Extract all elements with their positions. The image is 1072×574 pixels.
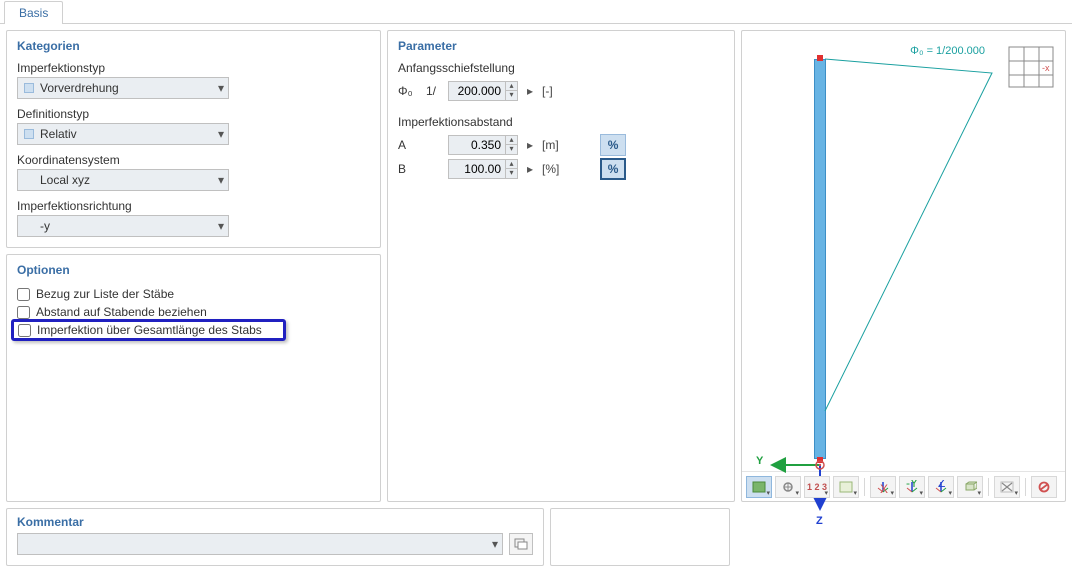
param-group-head: Anfangsschiefstellung [398,61,724,75]
comment-title: Kommentar [17,515,533,529]
axis-x-button[interactable]: X▾ [870,476,896,498]
option-label: Abstand auf Stabende beziehen [36,305,207,319]
svg-text:Z: Z [938,480,945,490]
viewport-canvas[interactable]: Φ₀ = 1/200.000 Y Z [742,31,1065,471]
play-icon[interactable]: ▸ [524,84,536,98]
view-mode-2-button[interactable]: ▾ [775,476,801,498]
reset-button[interactable] [1031,476,1057,498]
dropdown-caret-icon: ▾ [824,489,828,497]
combo-value: Vorverdrehung [40,81,218,95]
axis-y-label: Y [756,455,763,467]
param-unit: [-] [542,84,564,98]
combo-value: Relativ [40,127,218,141]
param-symbol: B [398,162,420,176]
chevron-down-icon: ▾ [218,173,224,187]
field-label: Koordinatensystem [17,153,370,167]
svg-text:-Y: -Y [906,480,918,490]
chevron-down-icon: ▾ [218,127,224,141]
spin-buttons[interactable]: ▴▾ [505,160,517,178]
dropdown-caret-icon: ▾ [890,489,894,497]
percent-button[interactable]: % [600,134,626,156]
imperfection-line [742,31,1072,491]
chevron-down-icon: ▾ [218,81,224,95]
param-unit: [m] [542,138,564,152]
param-spinner[interactable]: ▴▾ [448,135,518,155]
percent-button[interactable]: % [600,158,626,180]
param-spinner[interactable]: ▴▾ [448,159,518,179]
param-row: A ▴▾ ▸ [m] % [398,133,724,157]
svg-text:X: X [880,482,888,494]
empty-side-panel [550,508,730,566]
option-checkbox[interactable] [17,288,30,301]
combo-imperfektionstyp[interactable]: Vorverdrehung ▾ [17,77,229,99]
axis-y-button[interactable]: -Y▾ [899,476,925,498]
field-label: Definitionstyp [17,107,370,121]
dropdown-caret-icon: ▾ [766,489,770,497]
color-swatch [24,129,34,139]
viewport-toolbar: ▾▾1 2 3▾▾X▾-Y▾Z▾▾▾ [742,471,1065,501]
dropdown-caret-icon: ▾ [795,489,799,497]
option-row: Imperfektion über Gesamtlänge des Stabs [11,319,286,341]
tab-basis[interactable]: Basis [4,1,63,24]
tab-bar: Basis [0,0,1072,24]
param-unit: [%] [542,162,564,176]
param-symbol: A [398,138,420,152]
combo-definitionstyp[interactable]: Relativ ▾ [17,123,229,145]
combo-imperfektionsrichtung[interactable]: -y ▾ [17,215,229,237]
param-input[interactable] [449,137,505,153]
field-label: Imperfektionstyp [17,61,370,75]
option-checkbox[interactable] [18,324,31,337]
viewport: Φ₀ = 1/200.000 Y Z [741,30,1066,502]
categories-panel: Kategorien Imperfektionstyp Vorverdrehun… [6,30,381,248]
options-panel: Optionen Bezug zur Liste der Stäbe Absta… [6,254,381,502]
param-spinner[interactable]: ▴▾ [448,81,518,101]
combo-value: Local xyz [40,173,218,187]
axes-indicator [754,459,874,539]
param-prefix: 1/ [426,84,442,98]
param-row: B ▴▾ ▸ [%] % [398,157,724,181]
parameter-title: Parameter [398,39,724,53]
field-label: Imperfektionsrichtung [17,199,370,213]
option-label: Imperfektion über Gesamtlänge des Stabs [37,323,262,337]
comment-library-button[interactable] [509,533,533,555]
categories-title: Kategorien [17,39,370,53]
param-row: Φ₀ 1/ ▴▾ ▸ [-] [398,79,724,103]
dropdown-caret-icon: ▾ [919,489,923,497]
numbering-button[interactable]: 1 2 3▾ [804,476,830,498]
chevron-down-icon: ▾ [218,219,224,233]
svg-text:-x: -x [1042,63,1050,73]
option-row: Abstand auf Stabende beziehen [17,303,370,321]
background-button[interactable]: ▾ [833,476,859,498]
color-swatch [24,83,34,93]
parameter-panel: Parameter Anfangsschiefstellung Φ₀ 1/ ▴▾ … [387,30,735,502]
axis-z-label: Z [816,515,823,527]
comment-panel: Kommentar ▾ [6,508,544,566]
dropdown-caret-icon: ▾ [853,489,857,497]
param-symbol: Φ₀ [398,84,420,98]
chevron-down-icon: ▾ [492,537,498,551]
comment-input[interactable]: ▾ [17,533,503,555]
option-row: Bezug zur Liste der Stäbe [17,285,370,303]
spin-buttons[interactable]: ▴▾ [505,82,517,100]
axis-z-button[interactable]: Z▾ [928,476,954,498]
option-checkbox[interactable] [17,306,30,319]
combo-value: -y [40,219,218,233]
spin-buttons[interactable]: ▴▾ [505,136,517,154]
view-iso-button[interactable]: ▾ [957,476,983,498]
dropdown-caret-icon: ▾ [977,489,981,497]
combo-koordinatensystem[interactable]: Local xyz ▾ [17,169,229,191]
dropdown-caret-icon: ▾ [1014,489,1018,497]
options-title: Optionen [17,263,370,277]
extents-button[interactable]: ▾ [994,476,1020,498]
param-input[interactable] [449,161,505,177]
play-icon[interactable]: ▸ [524,162,536,176]
view-mode-1-button[interactable]: ▾ [746,476,772,498]
param-group-head: Imperfektionsabstand [398,115,724,129]
option-label: Bezug zur Liste der Stäbe [36,287,174,301]
play-icon[interactable]: ▸ [524,138,536,152]
dropdown-caret-icon: ▾ [948,489,952,497]
orientation-cube[interactable]: -x [1007,45,1057,91]
param-input[interactable] [449,83,505,99]
